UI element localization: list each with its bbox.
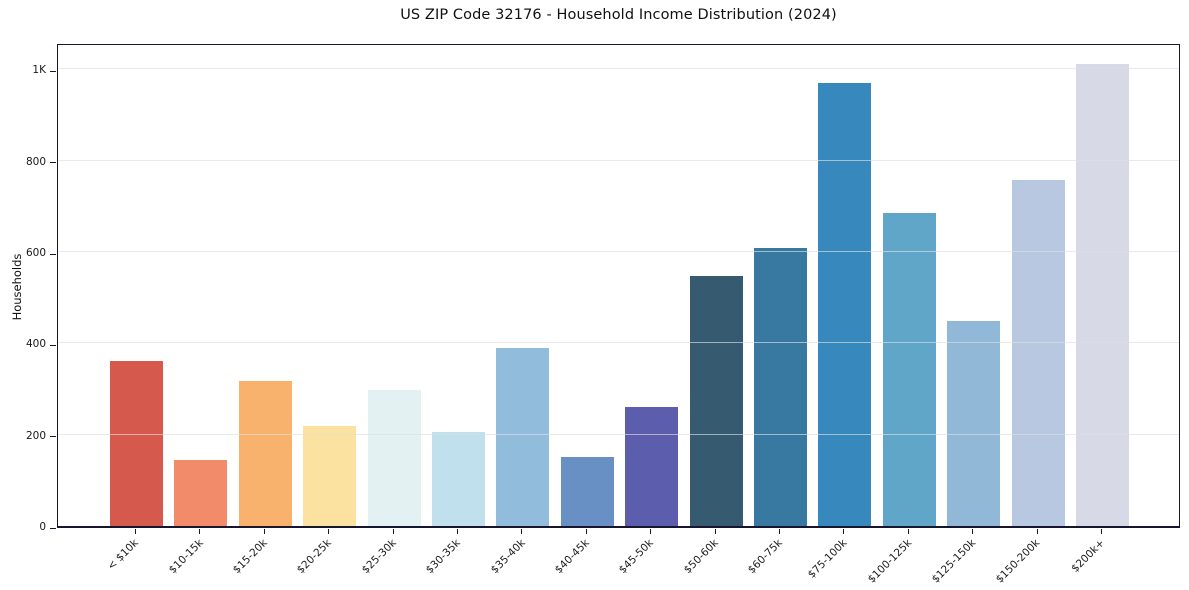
x-tick-mark bbox=[650, 529, 652, 534]
x-tick-mark bbox=[585, 529, 587, 534]
bar-$30-35k bbox=[432, 431, 485, 526]
x-tick-mark bbox=[392, 529, 394, 534]
x-tick-mark bbox=[843, 529, 845, 534]
x-tick-mark bbox=[199, 529, 201, 534]
bar-$125-150k bbox=[947, 321, 1001, 526]
x-tick-mark bbox=[263, 529, 265, 534]
y-tick-mark bbox=[50, 162, 56, 164]
x-tick-mark bbox=[457, 529, 458, 534]
y-tick-mark bbox=[50, 436, 56, 438]
gridline-800 bbox=[58, 159, 1179, 161]
gridline-600 bbox=[58, 251, 1179, 252]
bar-$45-50k bbox=[625, 407, 679, 526]
x-tick-mark bbox=[714, 529, 716, 534]
bar-$60-75k bbox=[754, 248, 807, 526]
bar-$25-30k bbox=[367, 390, 421, 526]
y-tick-mark bbox=[50, 70, 56, 72]
chart-title: US ZIP Code 32176 - Household Income Dis… bbox=[400, 7, 837, 23]
y-tick-mark bbox=[50, 253, 56, 255]
bar-$200k+ bbox=[1076, 64, 1129, 526]
bar-$10-15k bbox=[174, 459, 228, 526]
y-tick-label-800: 800 bbox=[25, 155, 46, 168]
bar-$40-45k bbox=[560, 456, 614, 526]
plot-area bbox=[57, 44, 1180, 528]
y-axis-label: Households bbox=[10, 253, 24, 321]
y-tick-label-200: 200 bbox=[25, 429, 46, 442]
x-tick-mark bbox=[779, 529, 780, 534]
x-tick-mark bbox=[1036, 529, 1038, 534]
bar-$75-100k bbox=[818, 82, 872, 526]
y-tick-label-0: 0 bbox=[39, 521, 46, 533]
x-tick-mark bbox=[521, 529, 523, 534]
bar-< $10k bbox=[110, 360, 163, 526]
gridline-200 bbox=[58, 433, 1179, 435]
y-tick-label-1K: 1K bbox=[32, 64, 46, 77]
x-tick-mark bbox=[328, 529, 330, 534]
bar-$50-60k bbox=[689, 276, 743, 526]
y-tick-mark bbox=[50, 527, 56, 529]
gridline-1K bbox=[58, 68, 1179, 70]
y-tick-label-400: 400 bbox=[25, 338, 46, 351]
y-tick-label-600: 600 bbox=[25, 247, 46, 260]
bar-$100-125k bbox=[882, 212, 936, 526]
x-tick-mark bbox=[972, 529, 974, 534]
x-tick-mark bbox=[907, 529, 909, 534]
bar-$150-200k bbox=[1011, 179, 1065, 526]
y-tick-mark bbox=[50, 344, 56, 346]
gridline-400 bbox=[58, 342, 1179, 344]
bar-$20-25k bbox=[303, 425, 357, 526]
bar-$35-40k bbox=[496, 348, 550, 526]
bar-$15-20k bbox=[238, 381, 292, 526]
x-tick-mark bbox=[1101, 529, 1102, 534]
x-tick-mark bbox=[135, 529, 136, 534]
